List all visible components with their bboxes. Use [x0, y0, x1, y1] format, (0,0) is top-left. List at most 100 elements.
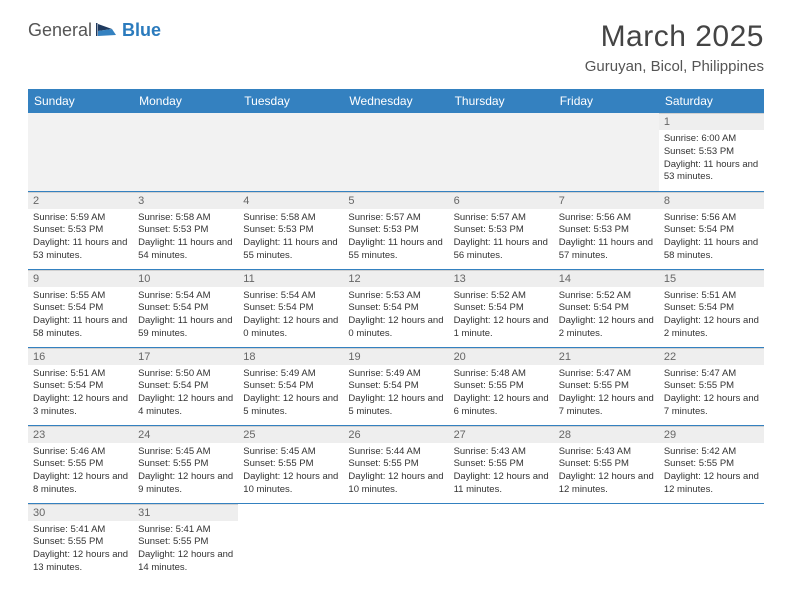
day-details: Sunrise: 5:52 AMSunset: 5:54 PMDaylight:…	[554, 287, 659, 345]
sunset-text: Sunset: 5:55 PM	[454, 458, 549, 471]
day-number: 28	[554, 426, 659, 443]
sunset-text: Sunset: 5:55 PM	[138, 458, 233, 471]
daylight-text: Daylight: 11 hours and 55 minutes.	[348, 237, 443, 263]
day-number: 31	[133, 504, 238, 521]
day-cell: 19Sunrise: 5:49 AMSunset: 5:54 PMDayligh…	[343, 347, 448, 425]
day-cell: 18Sunrise: 5:49 AMSunset: 5:54 PMDayligh…	[238, 347, 343, 425]
day-number: 23	[28, 426, 133, 443]
day-details: Sunrise: 5:53 AMSunset: 5:54 PMDaylight:…	[343, 287, 448, 345]
daylight-text: Daylight: 12 hours and 5 minutes.	[243, 393, 338, 419]
sunset-text: Sunset: 5:55 PM	[664, 380, 759, 393]
daylight-text: Daylight: 12 hours and 7 minutes.	[664, 393, 759, 419]
sunset-text: Sunset: 5:54 PM	[243, 302, 338, 315]
sunrise-text: Sunrise: 5:58 AM	[243, 212, 338, 225]
sunrise-text: Sunrise: 5:41 AM	[33, 524, 128, 537]
location-text: Guruyan, Bicol, Philippines	[585, 58, 764, 75]
day-details: Sunrise: 5:54 AMSunset: 5:54 PMDaylight:…	[133, 287, 238, 345]
sunset-text: Sunset: 5:53 PM	[454, 224, 549, 237]
day-cell: 26Sunrise: 5:44 AMSunset: 5:55 PMDayligh…	[343, 425, 448, 503]
daylight-text: Daylight: 12 hours and 6 minutes.	[454, 393, 549, 419]
sunset-text: Sunset: 5:53 PM	[348, 224, 443, 237]
sunset-text: Sunset: 5:55 PM	[559, 458, 654, 471]
day-details: Sunrise: 6:00 AMSunset: 5:53 PMDaylight:…	[659, 130, 764, 188]
sunrise-text: Sunrise: 5:46 AM	[33, 446, 128, 459]
day-cell	[133, 113, 238, 191]
sunrise-text: Sunrise: 5:53 AM	[348, 290, 443, 303]
week-row: 9Sunrise: 5:55 AMSunset: 5:54 PMDaylight…	[28, 269, 764, 347]
daylight-text: Daylight: 12 hours and 2 minutes.	[664, 315, 759, 341]
day-details: Sunrise: 5:47 AMSunset: 5:55 PMDaylight:…	[659, 365, 764, 423]
week-row: 30Sunrise: 5:41 AMSunset: 5:55 PMDayligh…	[28, 503, 764, 581]
day-cell: 28Sunrise: 5:43 AMSunset: 5:55 PMDayligh…	[554, 425, 659, 503]
sunset-text: Sunset: 5:55 PM	[559, 380, 654, 393]
day-details: Sunrise: 5:41 AMSunset: 5:55 PMDaylight:…	[133, 521, 238, 579]
logo-text-1: General	[28, 20, 92, 41]
day-details: Sunrise: 5:59 AMSunset: 5:53 PMDaylight:…	[28, 209, 133, 267]
daylight-text: Daylight: 12 hours and 5 minutes.	[348, 393, 443, 419]
title-block: March 2025 Guruyan, Bicol, Philippines	[585, 20, 764, 75]
weekday-header: Monday	[133, 89, 238, 113]
day-details: Sunrise: 5:43 AMSunset: 5:55 PMDaylight:…	[554, 443, 659, 501]
sunrise-text: Sunrise: 5:45 AM	[138, 446, 233, 459]
sunset-text: Sunset: 5:55 PM	[454, 380, 549, 393]
day-details: Sunrise: 5:44 AMSunset: 5:55 PMDaylight:…	[343, 443, 448, 501]
day-number: 30	[28, 504, 133, 521]
daylight-text: Daylight: 11 hours and 55 minutes.	[243, 237, 338, 263]
weekday-header-row: Sunday Monday Tuesday Wednesday Thursday…	[28, 89, 764, 113]
weekday-header: Wednesday	[343, 89, 448, 113]
day-details: Sunrise: 5:45 AMSunset: 5:55 PMDaylight:…	[133, 443, 238, 501]
sunset-text: Sunset: 5:55 PM	[138, 536, 233, 549]
sunrise-text: Sunrise: 5:52 AM	[454, 290, 549, 303]
day-cell: 2Sunrise: 5:59 AMSunset: 5:53 PMDaylight…	[28, 191, 133, 269]
daylight-text: Daylight: 11 hours and 58 minutes.	[664, 237, 759, 263]
day-cell: 1Sunrise: 6:00 AMSunset: 5:53 PMDaylight…	[659, 113, 764, 191]
day-details: Sunrise: 5:56 AMSunset: 5:53 PMDaylight:…	[554, 209, 659, 267]
sunset-text: Sunset: 5:55 PM	[348, 458, 443, 471]
day-cell	[238, 503, 343, 581]
day-cell: 11Sunrise: 5:54 AMSunset: 5:54 PMDayligh…	[238, 269, 343, 347]
sunset-text: Sunset: 5:54 PM	[138, 380, 233, 393]
day-number: 19	[343, 348, 448, 365]
weekday-header: Saturday	[659, 89, 764, 113]
sunset-text: Sunset: 5:55 PM	[243, 458, 338, 471]
sunrise-text: Sunrise: 5:41 AM	[138, 524, 233, 537]
daylight-text: Daylight: 11 hours and 53 minutes.	[664, 159, 759, 185]
daylight-text: Daylight: 12 hours and 7 minutes.	[559, 393, 654, 419]
day-details: Sunrise: 5:49 AMSunset: 5:54 PMDaylight:…	[343, 365, 448, 423]
day-cell	[238, 113, 343, 191]
week-row: 2Sunrise: 5:59 AMSunset: 5:53 PMDaylight…	[28, 191, 764, 269]
day-cell: 10Sunrise: 5:54 AMSunset: 5:54 PMDayligh…	[133, 269, 238, 347]
sunrise-text: Sunrise: 5:51 AM	[664, 290, 759, 303]
sunrise-text: Sunrise: 5:52 AM	[559, 290, 654, 303]
day-cell: 12Sunrise: 5:53 AMSunset: 5:54 PMDayligh…	[343, 269, 448, 347]
logo: General Blue	[28, 20, 161, 41]
day-details: Sunrise: 5:57 AMSunset: 5:53 PMDaylight:…	[449, 209, 554, 267]
sunrise-text: Sunrise: 5:43 AM	[454, 446, 549, 459]
daylight-text: Daylight: 11 hours and 57 minutes.	[559, 237, 654, 263]
sunset-text: Sunset: 5:54 PM	[33, 302, 128, 315]
sunrise-text: Sunrise: 5:58 AM	[138, 212, 233, 225]
day-cell: 13Sunrise: 5:52 AMSunset: 5:54 PMDayligh…	[449, 269, 554, 347]
daylight-text: Daylight: 12 hours and 12 minutes.	[559, 471, 654, 497]
day-cell: 31Sunrise: 5:41 AMSunset: 5:55 PMDayligh…	[133, 503, 238, 581]
day-cell: 25Sunrise: 5:45 AMSunset: 5:55 PMDayligh…	[238, 425, 343, 503]
daylight-text: Daylight: 12 hours and 9 minutes.	[138, 471, 233, 497]
week-row: 23Sunrise: 5:46 AMSunset: 5:55 PMDayligh…	[28, 425, 764, 503]
day-number: 26	[343, 426, 448, 443]
daylight-text: Daylight: 11 hours and 59 minutes.	[138, 315, 233, 341]
day-number: 11	[238, 270, 343, 287]
sunrise-text: Sunrise: 5:43 AM	[559, 446, 654, 459]
day-details: Sunrise: 5:49 AMSunset: 5:54 PMDaylight:…	[238, 365, 343, 423]
day-cell	[28, 113, 133, 191]
sunset-text: Sunset: 5:54 PM	[664, 224, 759, 237]
sunrise-text: Sunrise: 5:47 AM	[559, 368, 654, 381]
sunset-text: Sunset: 5:54 PM	[454, 302, 549, 315]
daylight-text: Daylight: 12 hours and 4 minutes.	[138, 393, 233, 419]
day-number: 3	[133, 192, 238, 209]
daylight-text: Daylight: 12 hours and 14 minutes.	[138, 549, 233, 575]
day-details: Sunrise: 5:50 AMSunset: 5:54 PMDaylight:…	[133, 365, 238, 423]
day-number: 14	[554, 270, 659, 287]
day-cell: 4Sunrise: 5:58 AMSunset: 5:53 PMDaylight…	[238, 191, 343, 269]
day-details: Sunrise: 5:46 AMSunset: 5:55 PMDaylight:…	[28, 443, 133, 501]
sunset-text: Sunset: 5:54 PM	[243, 380, 338, 393]
